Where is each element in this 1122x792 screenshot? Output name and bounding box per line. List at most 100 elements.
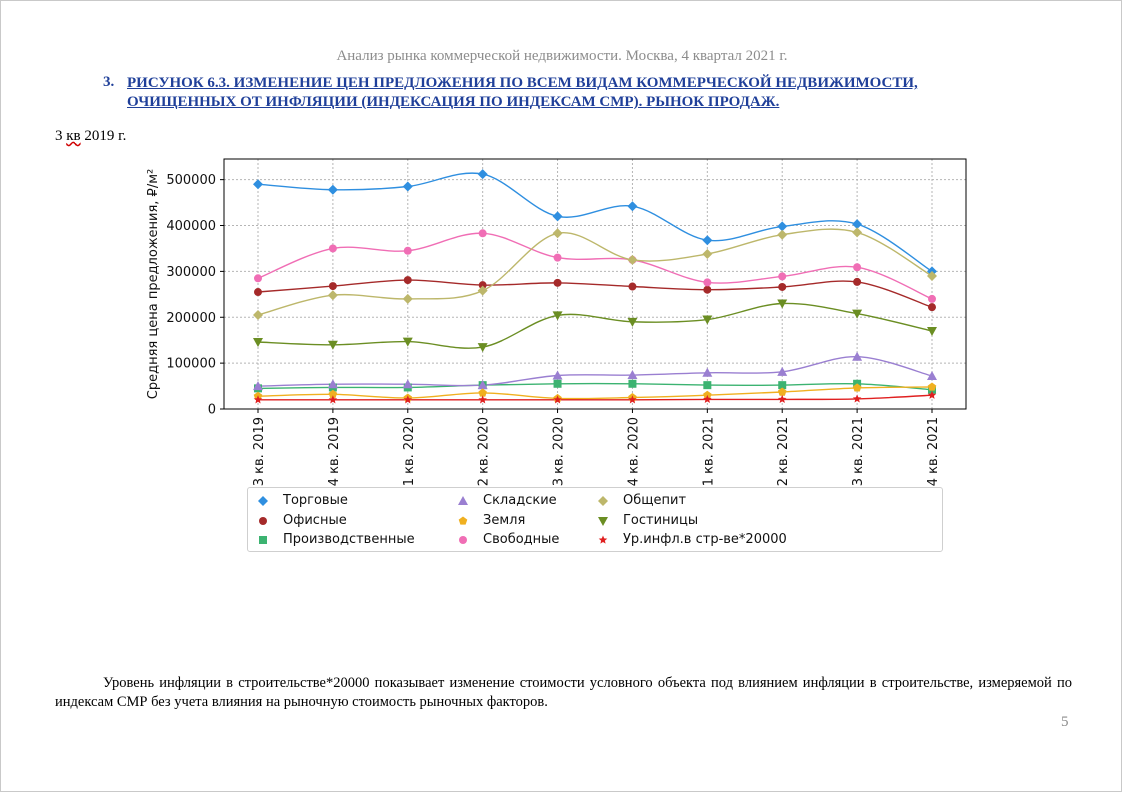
series-6-point-2 (402, 293, 413, 304)
series-8-point-5 (628, 395, 637, 404)
series-line-1 (257, 279, 933, 308)
y-ticks: 0 100000 200000 300000 400000 500000 (166, 173, 224, 418)
period-marked-word: кв (66, 128, 81, 144)
series-1-point-0 (254, 288, 262, 297)
x-tick-label: 3 кв. 2019 (252, 417, 267, 486)
series-3-point-8 (852, 351, 863, 361)
series-1-point-1 (328, 282, 337, 291)
x-tick-label: 4 кв. 2021 (926, 417, 941, 486)
series-5-point-9 (928, 294, 936, 303)
legend-marker-shape (458, 496, 468, 505)
series-0-point-6 (702, 235, 713, 246)
series-0-point-5 (627, 201, 638, 212)
x-tick-label: 1 кв. 2021 (701, 417, 716, 486)
legend-marker-shape (598, 496, 608, 506)
running-header: Анализ рынка коммерческой недвижимости. … (336, 48, 788, 64)
series-2-point-4 (553, 379, 562, 388)
series-line-8 (258, 394, 933, 401)
series-3-point-2 (402, 379, 413, 389)
x-tick-label: 4 кв. 2019 (327, 417, 342, 486)
series-7-point-7 (777, 299, 788, 309)
legend-marker-shape (598, 516, 608, 526)
series-line-2 (257, 382, 933, 391)
series-0-point-7 (777, 221, 788, 232)
series-0-point-3 (477, 169, 488, 180)
series-7-point-5 (627, 317, 638, 327)
series-8-point-8 (852, 394, 862, 403)
series-3-point-9 (927, 370, 937, 380)
x-ticks: 3 кв. 2019 4 кв. 2019 1 кв. 2020 2 кв. 2020… (252, 409, 941, 486)
legend-label: Свободные (483, 532, 560, 547)
series-8-point-0 (253, 395, 263, 404)
period-label: 3 кв 2019 г. (55, 128, 126, 145)
series-0-point-4 (552, 211, 563, 222)
series-8-point-3 (478, 395, 487, 404)
series-7-point-4 (552, 311, 563, 321)
legend-marker (259, 536, 267, 544)
series-line-0 (257, 172, 933, 272)
legend-marker-shape (259, 536, 267, 544)
series-3-point-0 (253, 381, 263, 391)
series-4-point-1 (328, 389, 338, 398)
series-2-point-5 (628, 379, 637, 388)
series-1-point-9 (928, 303, 936, 312)
series-3-point-7 (777, 366, 788, 376)
series-4-point-8 (852, 383, 862, 392)
series-5-point-4 (553, 253, 562, 262)
series-line-5 (257, 232, 933, 300)
y-axis-label: Средняя цена предложения, ₽/м² (146, 169, 161, 399)
period-prefix: 3 (55, 128, 67, 144)
series-8-point-1 (328, 395, 338, 404)
y-tick-label: 200000 (166, 311, 216, 326)
series-7-point-9 (927, 327, 937, 337)
series-5-point-6 (703, 278, 712, 287)
footnote-paragraph: Уровень инфляции в строительстве*20000 п… (55, 675, 1072, 710)
series-4-point-3 (478, 388, 487, 397)
series-8-point-4 (553, 395, 562, 404)
series-1-point-4 (553, 278, 562, 287)
legend-marker-shape (598, 535, 608, 544)
x-tick-label: 3 кв. 2020 (552, 417, 567, 486)
series-3-point-6 (702, 367, 713, 377)
legend-marker (598, 496, 608, 506)
series-line-3 (257, 355, 933, 387)
legend-label: Производственные (283, 532, 415, 547)
series-0-point-2 (402, 181, 413, 192)
series-4-point-7 (777, 387, 787, 396)
series-7-point-0 (253, 338, 263, 348)
figure-number: 3. (103, 74, 115, 90)
series-lines (257, 172, 933, 401)
series-line-4 (257, 386, 933, 400)
price-chart: 0 100000 200000 300000 400000 500000 3 кв. 20… (146, 158, 967, 486)
legend-label: Гостиницы (623, 512, 699, 528)
legend-marker (458, 496, 468, 505)
series-2-point-6 (703, 381, 712, 390)
series-6-point-6 (702, 248, 713, 259)
series-line-7 (257, 302, 933, 349)
series-6-point-0 (253, 309, 263, 320)
legend-marker (598, 516, 608, 526)
series-6-point-3 (477, 285, 488, 296)
legend-label: Складские (483, 493, 557, 508)
series-2-point-7 (778, 381, 787, 390)
series-3-point-3 (477, 380, 488, 390)
series-1-point-3 (478, 281, 487, 290)
chart-legend: Торговые Офисные Производственные Складские… (247, 487, 943, 552)
series-8-point-2 (403, 395, 413, 404)
series-8-point-6 (703, 394, 712, 403)
series-7-point-3 (477, 343, 488, 353)
legend-marker (259, 516, 267, 525)
series-3-point-1 (327, 379, 338, 389)
y-tick-label: 400000 (166, 219, 216, 234)
y-tick-label: 300000 (166, 265, 216, 280)
series-1-point-6 (703, 285, 712, 294)
series-5-point-3 (478, 229, 487, 238)
series-5-point-7 (778, 272, 787, 281)
series-markers (253, 169, 937, 404)
legend-marker-shape (259, 516, 267, 525)
legend-label: Земля (483, 512, 526, 528)
series-0-point-1 (327, 184, 338, 195)
series-6-point-7 (777, 229, 788, 240)
period-suffix: 2019 г. (80, 128, 127, 144)
series-1-point-2 (403, 276, 412, 285)
